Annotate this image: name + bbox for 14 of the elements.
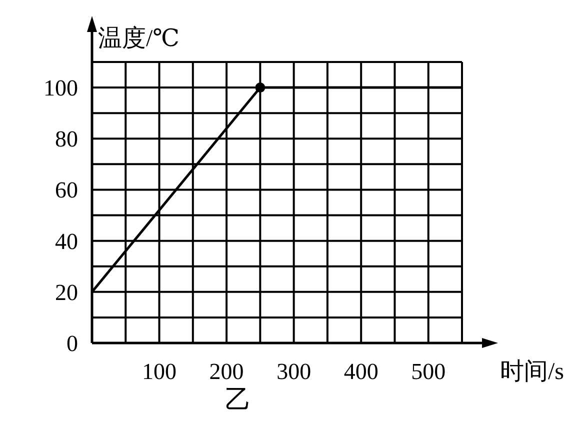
x-tick-label: 200 <box>209 359 244 384</box>
y-tick-label: 80 <box>55 126 78 152</box>
y-tick-label: 100 <box>44 76 78 101</box>
y-tick-label: 20 <box>55 280 78 305</box>
x-tick-label: 400 <box>344 359 378 384</box>
x-tick-label: 500 <box>411 359 446 384</box>
y-tick-label: 60 <box>55 178 78 203</box>
text: 乙 <box>225 385 251 414</box>
x-tick-label: 100 <box>142 359 177 384</box>
y-axis-title: 温度/℃ <box>98 25 180 52</box>
y-tick-label: 0 <box>66 331 78 356</box>
x-axis-title: 时间/s <box>500 359 564 385</box>
y-tick-label: 40 <box>55 228 78 254</box>
x-tick-label: 300 <box>276 359 312 384</box>
